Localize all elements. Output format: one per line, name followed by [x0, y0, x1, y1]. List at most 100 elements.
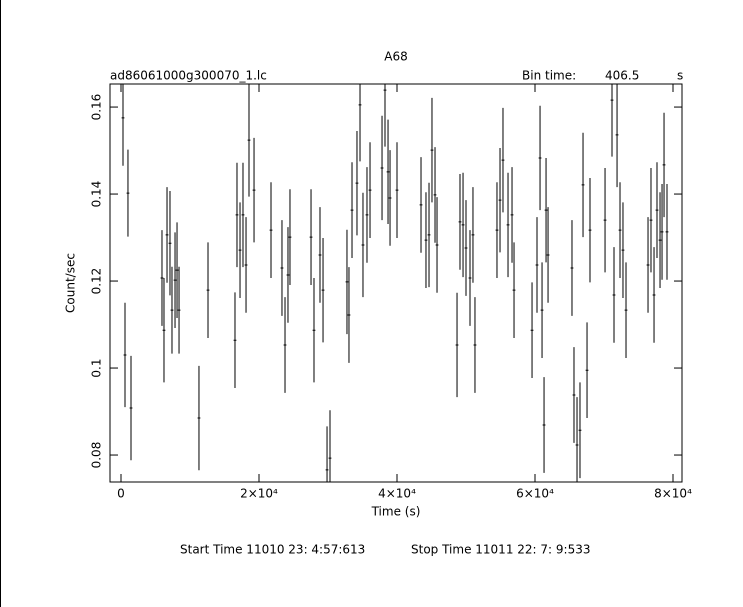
error-bar	[288, 189, 292, 285]
error-bar	[395, 142, 399, 238]
error-bar	[286, 227, 290, 323]
error-bar	[546, 207, 550, 303]
y-tick-label: 0.1	[90, 358, 104, 377]
error-bar	[160, 230, 164, 326]
error-bar	[365, 167, 369, 263]
error-bar	[252, 137, 256, 243]
error-bar	[247, 84, 251, 197]
error-bar	[458, 174, 462, 270]
x-tick-label: 6×10⁴	[516, 487, 554, 501]
error-bar	[283, 297, 287, 393]
error-bar	[168, 191, 172, 296]
bin-time-unit: s	[677, 69, 683, 83]
error-bar	[495, 182, 499, 278]
error-bar	[612, 247, 616, 343]
error-bar	[170, 266, 174, 354]
error-bar	[386, 119, 390, 225]
error-bar	[473, 297, 477, 393]
error-bar	[572, 347, 576, 443]
error-bar	[530, 282, 534, 379]
error-bar	[162, 277, 166, 383]
error-bar	[129, 355, 133, 461]
error-bar	[435, 197, 439, 293]
x-tick-label: 0	[117, 487, 125, 501]
start-time: Start Time 11010 23: 4:57:613	[180, 543, 365, 557]
error-bar	[621, 202, 625, 299]
error-bar	[197, 365, 201, 471]
error-bar	[655, 162, 659, 258]
error-bar	[206, 242, 210, 339]
error-bar	[665, 184, 669, 280]
error-bar	[175, 222, 179, 319]
error-bar	[347, 267, 351, 363]
chart-title: A68	[384, 50, 407, 64]
error-bar	[419, 157, 423, 253]
error-bar	[177, 266, 181, 354]
error-bar	[512, 242, 516, 339]
error-bar	[238, 202, 242, 299]
error-bar	[380, 115, 384, 221]
error-bar	[662, 112, 666, 218]
error-bar	[658, 192, 662, 289]
error-bar	[241, 162, 245, 268]
error-bar	[544, 157, 548, 263]
error-bar	[318, 207, 322, 303]
error-bar	[233, 292, 237, 389]
error-bar	[498, 147, 502, 253]
error-bar	[588, 177, 592, 283]
error-bar	[126, 149, 130, 237]
error-bar	[575, 397, 579, 482]
error-bar	[538, 105, 542, 211]
error-bar	[506, 172, 510, 278]
error-bar	[269, 182, 273, 278]
error-bar	[427, 182, 431, 288]
y-tick-label: 0.08	[90, 442, 104, 469]
error-bar	[345, 229, 349, 335]
x-tick-label: 2×10⁴	[240, 487, 278, 501]
bin-time: 406.5	[605, 69, 639, 83]
plot-frame	[109, 83, 683, 483]
error-bar	[646, 217, 650, 313]
x-tick-label: 8×10⁴	[654, 487, 692, 501]
error-bar	[165, 187, 169, 283]
error-bar	[312, 277, 316, 383]
file-name: ad86061000g300070_1.lc	[110, 69, 267, 83]
error-bar	[325, 426, 329, 482]
error-bar	[361, 192, 365, 298]
error-bar	[652, 247, 656, 343]
y-tick-label: 0.14	[90, 181, 104, 208]
error-bar	[540, 262, 544, 359]
error-bar	[321, 237, 325, 343]
error-bar	[383, 84, 387, 147]
error-bar	[471, 187, 475, 283]
error-bar	[585, 322, 589, 419]
error-bar	[464, 200, 468, 296]
error-bar	[501, 107, 505, 213]
error-bar	[603, 167, 607, 273]
y-axis-label: Count/sec	[64, 253, 78, 313]
error-bar	[649, 167, 653, 273]
error-bar	[309, 189, 313, 285]
error-bar	[244, 217, 248, 313]
error-bar	[235, 162, 239, 268]
error-bar	[542, 377, 546, 473]
stop-time: Stop Time 11011 22: 7: 9:533	[411, 543, 590, 557]
y-tick-label: 0.12	[90, 268, 104, 295]
bin-time-label: Bin time:	[522, 69, 576, 83]
error-bar	[424, 192, 428, 289]
error-bar	[368, 142, 372, 238]
error-bar	[660, 184, 664, 280]
error-bar	[123, 302, 127, 408]
error-bar	[578, 382, 582, 479]
error-bar	[618, 182, 622, 278]
error-bar	[358, 84, 362, 162]
error-bar	[173, 232, 177, 329]
error-bar	[433, 147, 437, 243]
error-bar	[468, 230, 472, 326]
error-bar	[455, 292, 459, 398]
error-bar	[624, 262, 628, 359]
error-bar	[388, 150, 392, 246]
error-bar	[280, 220, 284, 316]
error-bar	[615, 84, 619, 188]
